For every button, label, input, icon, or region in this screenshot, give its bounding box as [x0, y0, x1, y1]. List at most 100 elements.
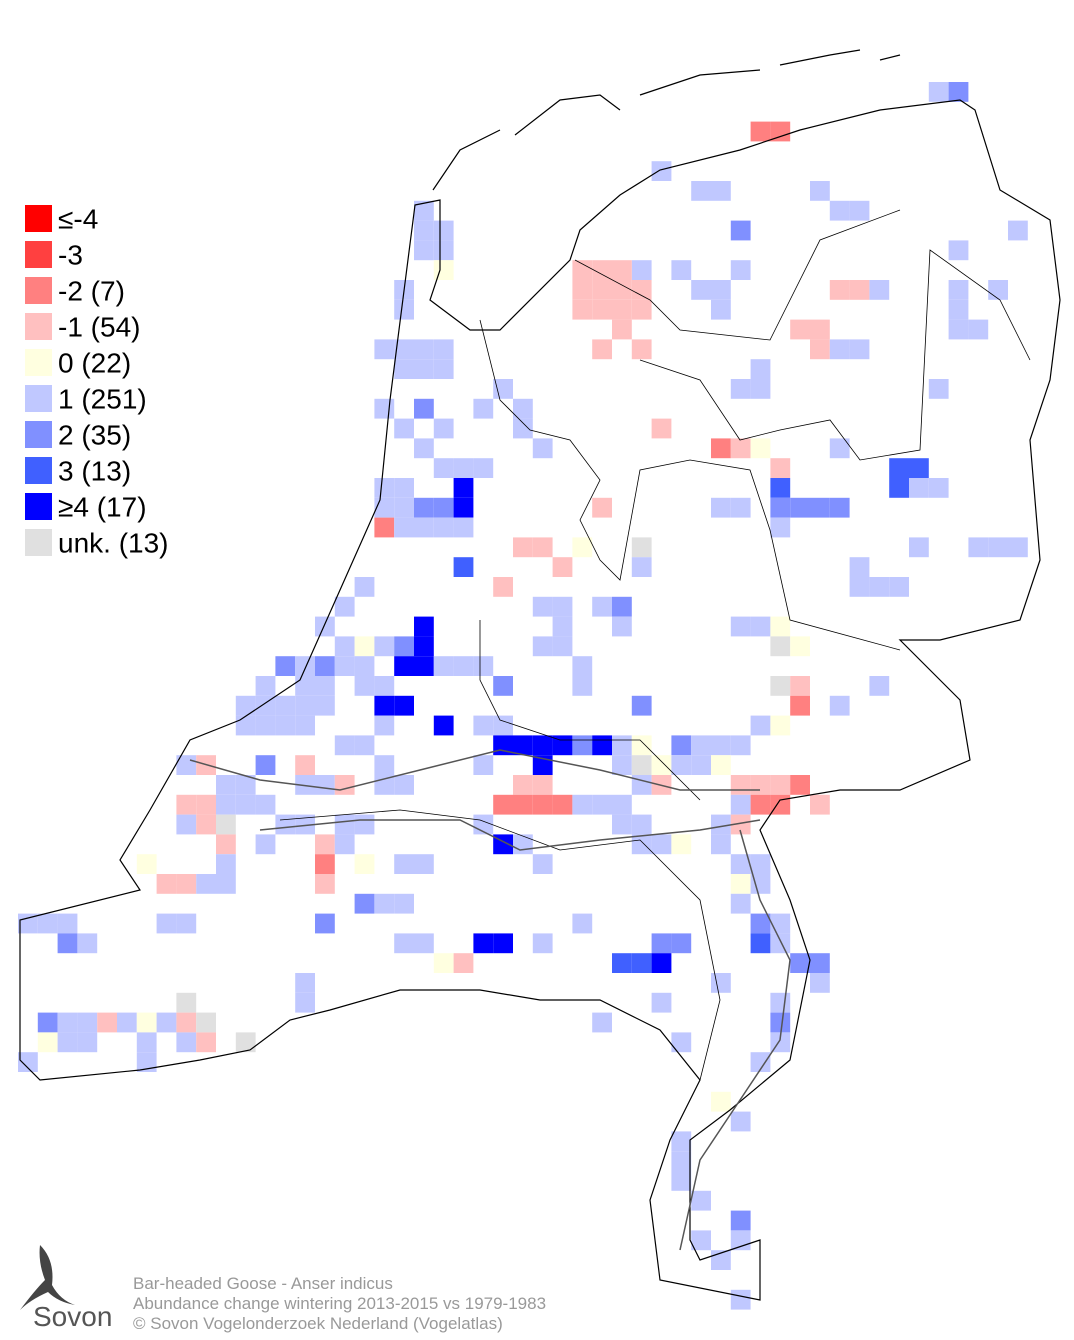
grid-cell [711, 299, 731, 320]
grid-cell [770, 794, 791, 815]
grid-cell [433, 339, 454, 360]
grid-cell [532, 596, 553, 617]
grid-cell [176, 874, 197, 894]
grid-cell [770, 616, 791, 637]
grid-cell [374, 695, 395, 716]
grid-cell [374, 893, 395, 914]
grid-cell [473, 656, 494, 676]
grid-cell [176, 794, 197, 815]
grid-cell [691, 1230, 711, 1251]
grid-cell [493, 577, 513, 597]
grid-cell [651, 992, 672, 1013]
grid-cell [711, 181, 731, 201]
grid-cell [631, 280, 652, 300]
grid-cell [235, 794, 256, 815]
grid-cell [592, 735, 612, 756]
legend-swatch [25, 529, 52, 556]
grid-cell [77, 1012, 98, 1033]
grid-cell [730, 1230, 751, 1251]
grid-cell [671, 1151, 692, 1171]
grid-cell [770, 636, 791, 657]
grid-cell [651, 418, 672, 439]
grid-cell [612, 735, 632, 756]
grid-cell [790, 775, 810, 795]
grid-cell [572, 913, 593, 934]
grid-cell [829, 695, 850, 716]
grid-cell [117, 1012, 137, 1033]
grid-cell [473, 398, 494, 419]
grid-cell [750, 1052, 771, 1072]
grid-cell [810, 319, 830, 340]
grid-cell [513, 735, 533, 756]
grid-cell [651, 933, 672, 954]
legend-swatch [25, 385, 52, 412]
grid-cell [612, 299, 632, 320]
grid-cell [414, 359, 434, 379]
grid-cell [711, 973, 731, 993]
grid-cell [631, 735, 652, 756]
grid-cell [57, 933, 78, 954]
grid-cell [295, 973, 315, 993]
legend-swatch [25, 493, 52, 520]
grid-cell [414, 656, 434, 676]
grid-cell [810, 497, 830, 518]
grid-cell [790, 695, 810, 716]
grid-cell [136, 1052, 157, 1072]
grid-cell [532, 854, 553, 874]
grid-cell [612, 814, 632, 835]
grid-cell [770, 497, 791, 518]
grid-cell [255, 834, 276, 855]
grid-cell [592, 497, 612, 518]
grid-cell [750, 359, 771, 379]
grid-cell [948, 299, 969, 320]
grid-cell [572, 299, 593, 320]
grid-cell [176, 1012, 197, 1033]
grid-cell [750, 933, 771, 954]
grid-cell [18, 913, 38, 934]
grid-cell [374, 517, 395, 538]
grid-cell [374, 478, 395, 498]
grid-cell [948, 319, 969, 340]
logo: Sovon [20, 1245, 112, 1332]
grid-cell [592, 299, 612, 320]
grid-cell [849, 557, 870, 577]
grid-cell [513, 794, 533, 815]
grid-cell [196, 1012, 216, 1033]
grid-cell [374, 715, 395, 736]
grid-cell [57, 1032, 78, 1053]
grid-cell [909, 478, 929, 498]
grid-cell [592, 596, 612, 617]
grid-cell [315, 676, 335, 696]
grid-cell [671, 933, 692, 954]
grid-cell [730, 854, 751, 874]
grid-cell [414, 616, 434, 637]
grid-cell [651, 834, 672, 855]
grid-cell [572, 537, 593, 558]
grid-cell [394, 775, 414, 795]
grid-cell [612, 596, 632, 617]
grid-cell [730, 814, 751, 835]
rivers [189, 749, 791, 1251]
grid-cell [711, 438, 731, 459]
grid-cell [711, 280, 731, 300]
grid-cell [414, 497, 434, 518]
grid-cell [433, 240, 454, 261]
grid-cell [730, 1111, 751, 1132]
grid-cell [730, 794, 751, 815]
grid-cell [334, 656, 355, 676]
grid-cell [631, 953, 652, 973]
grid-cell [414, 933, 434, 954]
legend-swatch [25, 277, 52, 304]
grid-cell [750, 379, 771, 399]
grid-cell [473, 933, 494, 954]
grid-cell [453, 557, 474, 577]
grid-cell [18, 1052, 38, 1072]
grid-cell [532, 735, 553, 756]
grid-cell [315, 616, 335, 637]
grid-cell [275, 656, 296, 676]
grid-cell [354, 893, 375, 914]
grid-cell [711, 834, 731, 855]
grid-cell [433, 220, 454, 241]
grid-cell [829, 200, 850, 221]
grid-cell [334, 834, 355, 855]
